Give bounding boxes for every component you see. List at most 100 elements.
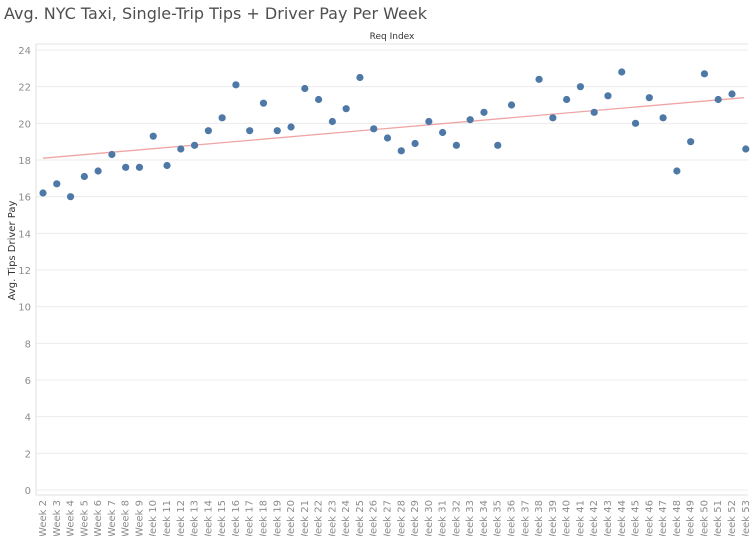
x-tick-label: Week 12 [176, 500, 187, 536]
data-point[interactable] [576, 83, 585, 91]
x-tick-label: Week 15 [217, 500, 228, 536]
data-point[interactable] [315, 95, 323, 104]
data-point[interactable] [714, 95, 722, 104]
y-tick-label: 18 [18, 156, 31, 167]
x-tick-label: Week 47 [658, 500, 669, 536]
data-point[interactable] [53, 180, 61, 188]
x-tick-label: Week 48 [672, 500, 683, 536]
data-point[interactable] [259, 99, 268, 107]
y-tick-label: 10 [18, 303, 31, 314]
x-tick-label: Week 51 [713, 500, 724, 536]
data-point[interactable] [232, 81, 240, 89]
x-tick-label: Week 20 [286, 500, 297, 536]
data-point[interactable] [728, 90, 736, 98]
data-point[interactable] [108, 150, 116, 159]
data-point[interactable] [507, 101, 516, 109]
data-point[interactable] [218, 114, 226, 122]
data-point[interactable] [287, 123, 295, 131]
data-point[interactable] [659, 114, 667, 122]
data-point[interactable] [439, 128, 447, 137]
x-tick-label: Week 40 [562, 500, 573, 536]
x-tick-label: Week 28 [396, 500, 407, 536]
y-tick-label: 12 [18, 266, 31, 277]
data-point[interactable] [480, 108, 488, 116]
x-tick-label: Week 44 [617, 500, 628, 536]
x-tick-label: Week 39 [548, 500, 559, 536]
data-point[interactable] [687, 138, 695, 146]
data-point[interactable] [342, 105, 350, 113]
data-point[interactable] [494, 141, 502, 149]
data-point[interactable] [204, 127, 212, 135]
x-tick-label: Week 53 [741, 500, 750, 536]
data-point[interactable] [177, 145, 185, 153]
y-tick-label: 8 [25, 339, 31, 350]
x-tick-label: Week 6 [93, 500, 104, 536]
x-tick-label: Week 46 [644, 500, 655, 536]
data-point[interactable] [80, 172, 88, 181]
data-point[interactable] [618, 68, 626, 76]
x-tick-label: Week 31 [438, 500, 449, 536]
x-tick-label: Week 38 [534, 500, 545, 536]
x-tick-label: Week 19 [272, 500, 283, 536]
data-point[interactable] [604, 92, 612, 100]
data-points [39, 68, 750, 201]
data-point[interactable] [273, 127, 281, 135]
x-tick-label: Week 17 [245, 500, 256, 536]
data-point[interactable] [301, 84, 309, 93]
x-tick-label: Week 43 [603, 500, 614, 536]
data-point[interactable] [535, 75, 543, 83]
data-point[interactable] [163, 161, 171, 170]
data-point[interactable] [700, 70, 709, 78]
data-point[interactable] [742, 145, 750, 153]
y-tick-label: 0 [25, 486, 31, 497]
data-point[interactable] [39, 189, 47, 197]
data-point[interactable] [590, 108, 598, 116]
data-point[interactable] [425, 117, 433, 126]
x-tick-label: Week 22 [314, 500, 325, 536]
x-tick-label: Week 18 [258, 500, 269, 536]
y-tick-label: 16 [18, 193, 31, 204]
trend-line [42, 97, 745, 159]
data-point[interactable] [452, 141, 460, 149]
data-point[interactable] [370, 125, 378, 133]
y-axis-title: Avg. Tips Driver Pay [7, 201, 18, 301]
x-tick-label: Week 16 [231, 500, 242, 536]
x-tick-label: Week 33 [465, 500, 476, 536]
x-tick-label: Week 9 [134, 500, 145, 536]
x-tick-label: Week 8 [121, 500, 132, 536]
x-tick-label: Week 42 [589, 500, 600, 536]
data-point[interactable] [563, 95, 571, 104]
x-tick-label: Week 35 [493, 500, 504, 536]
data-point[interactable] [645, 94, 653, 102]
data-point[interactable] [411, 139, 419, 148]
x-tick-label: Week 21 [300, 500, 311, 536]
x-tick-label: Week 36 [507, 500, 518, 536]
x-tick-label: Week 7 [107, 500, 118, 536]
data-point[interactable] [246, 127, 254, 135]
data-point[interactable] [94, 167, 102, 175]
data-point[interactable] [122, 163, 130, 171]
x-tick-label: Week 2 [38, 500, 49, 536]
data-point[interactable] [466, 116, 474, 124]
data-point[interactable] [673, 167, 681, 175]
x-tick-label: Week 10 [148, 500, 159, 536]
data-point[interactable] [149, 132, 157, 140]
data-point[interactable] [66, 193, 75, 201]
y-tick-label: 2 [25, 449, 31, 460]
x-tick-label: Week 27 [383, 500, 394, 536]
data-point[interactable] [631, 119, 640, 127]
data-point[interactable] [397, 147, 405, 155]
data-point[interactable] [549, 114, 557, 122]
x-tick-label: Week 45 [631, 500, 642, 536]
x-tick-label: Week 30 [424, 500, 435, 536]
y-tick-label: 4 [25, 413, 31, 424]
data-point[interactable] [383, 134, 392, 142]
data-point[interactable] [356, 73, 364, 82]
x-tick-label: Week 50 [699, 500, 710, 536]
data-point[interactable] [135, 163, 144, 171]
data-point[interactable] [190, 141, 199, 149]
data-point[interactable] [328, 117, 336, 126]
x-tick-label: Week 49 [686, 500, 697, 536]
